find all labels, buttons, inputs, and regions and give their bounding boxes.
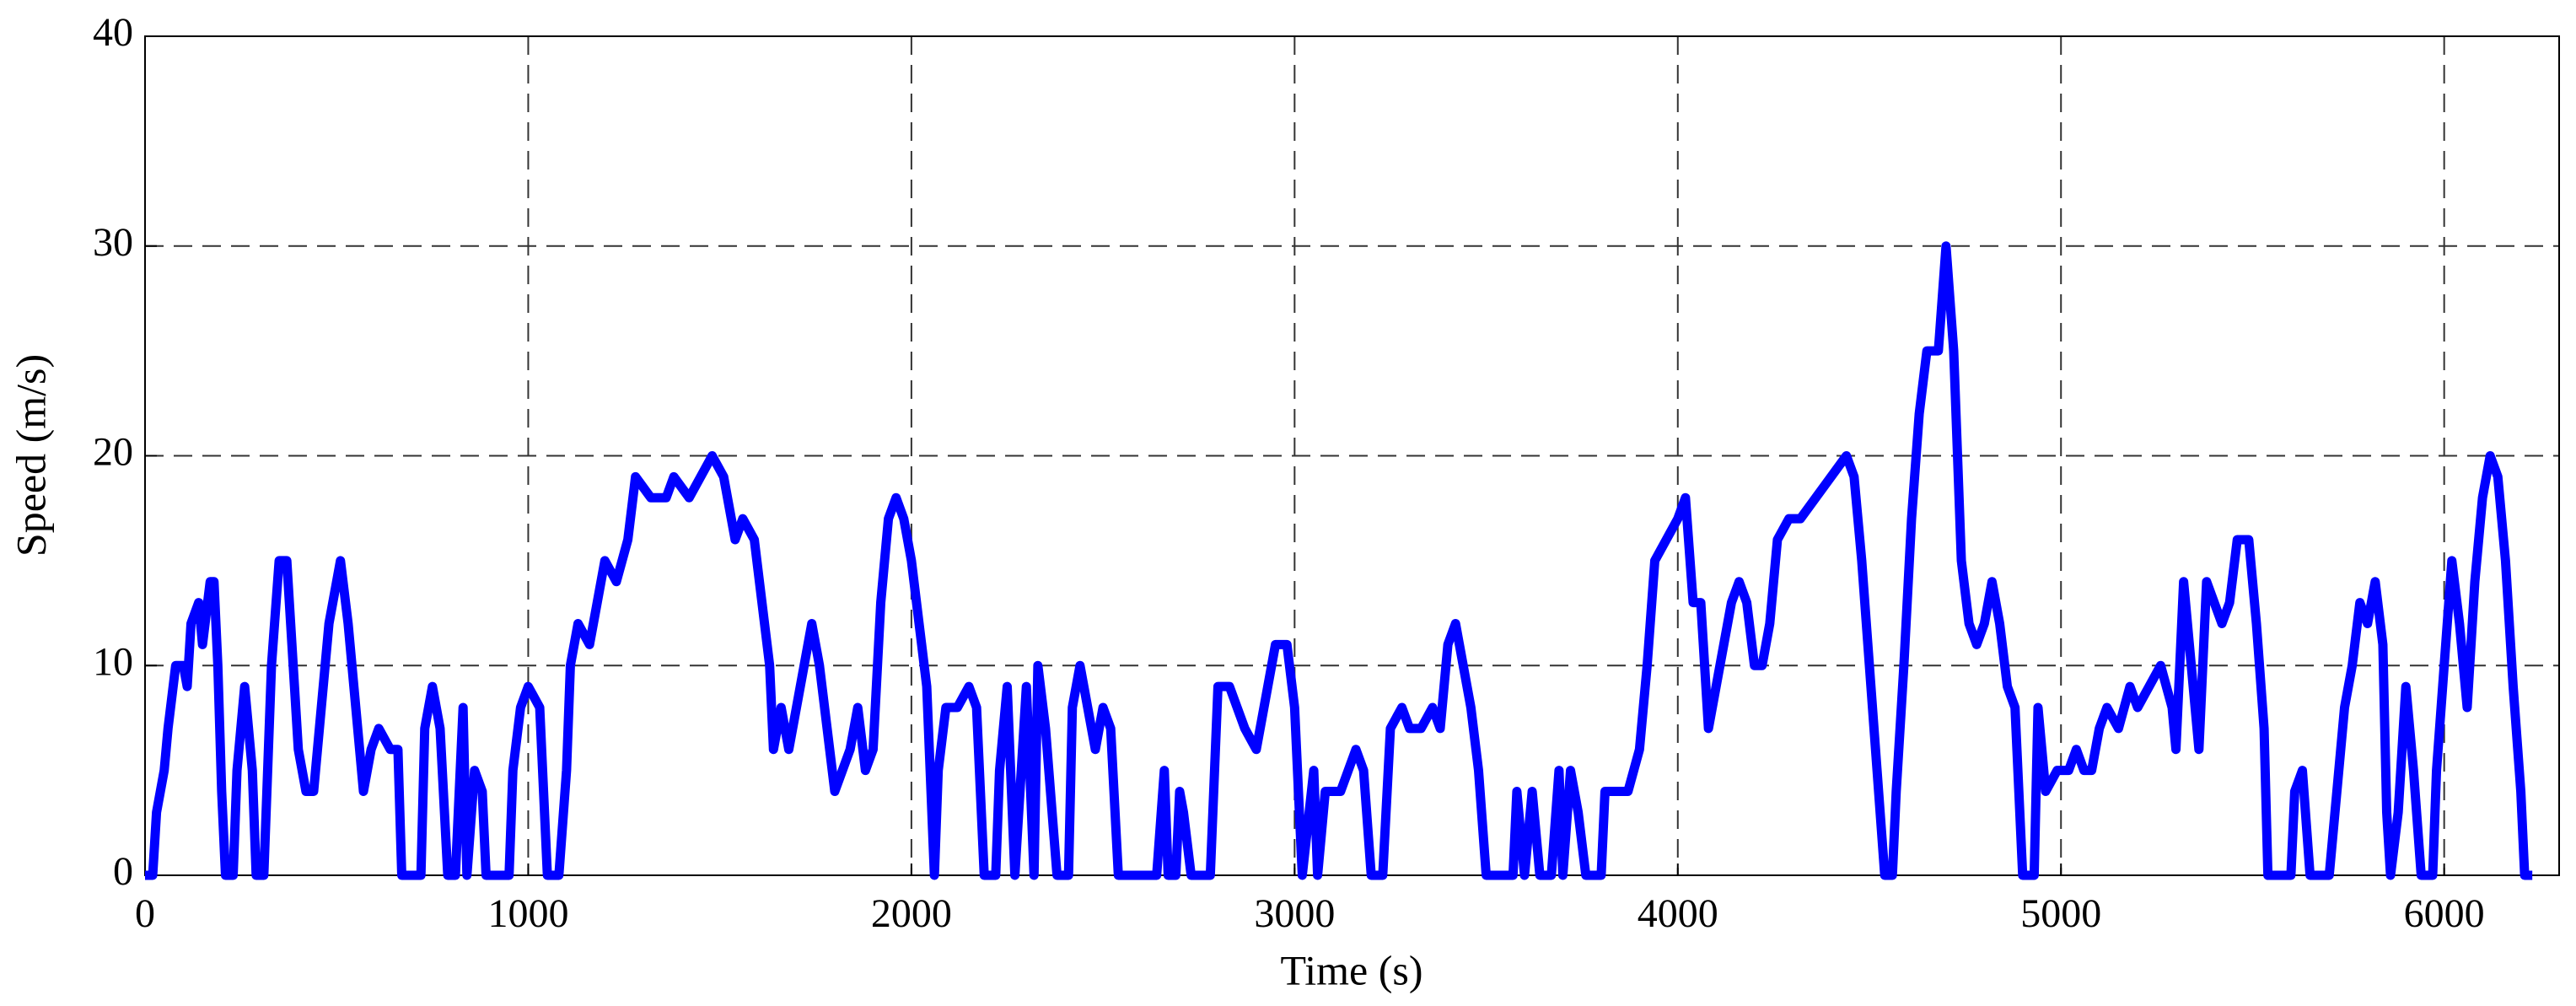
y-tick-label: 20 (93, 430, 133, 475)
y-tick-label: 10 (93, 639, 133, 684)
x-tick-label: 2000 (871, 891, 952, 936)
y-tick-label: 0 (113, 849, 133, 894)
y-tick-label: 30 (93, 220, 133, 265)
y-axis-label: Speed (m/s) (7, 354, 54, 557)
x-tick-label: 3000 (1254, 891, 1335, 936)
y-tick-label: 40 (93, 10, 133, 55)
x-tick-label: 1000 (487, 891, 568, 936)
plot-frame (144, 35, 2560, 876)
x-tick-label: 0 (135, 891, 155, 936)
x-tick-label: 6000 (2404, 891, 2485, 936)
x-tick-label: 5000 (2020, 891, 2101, 936)
x-tick-label: 4000 (1638, 891, 1718, 936)
data-line (145, 241, 2533, 880)
x-axis-label: Time (s) (1280, 946, 1422, 993)
